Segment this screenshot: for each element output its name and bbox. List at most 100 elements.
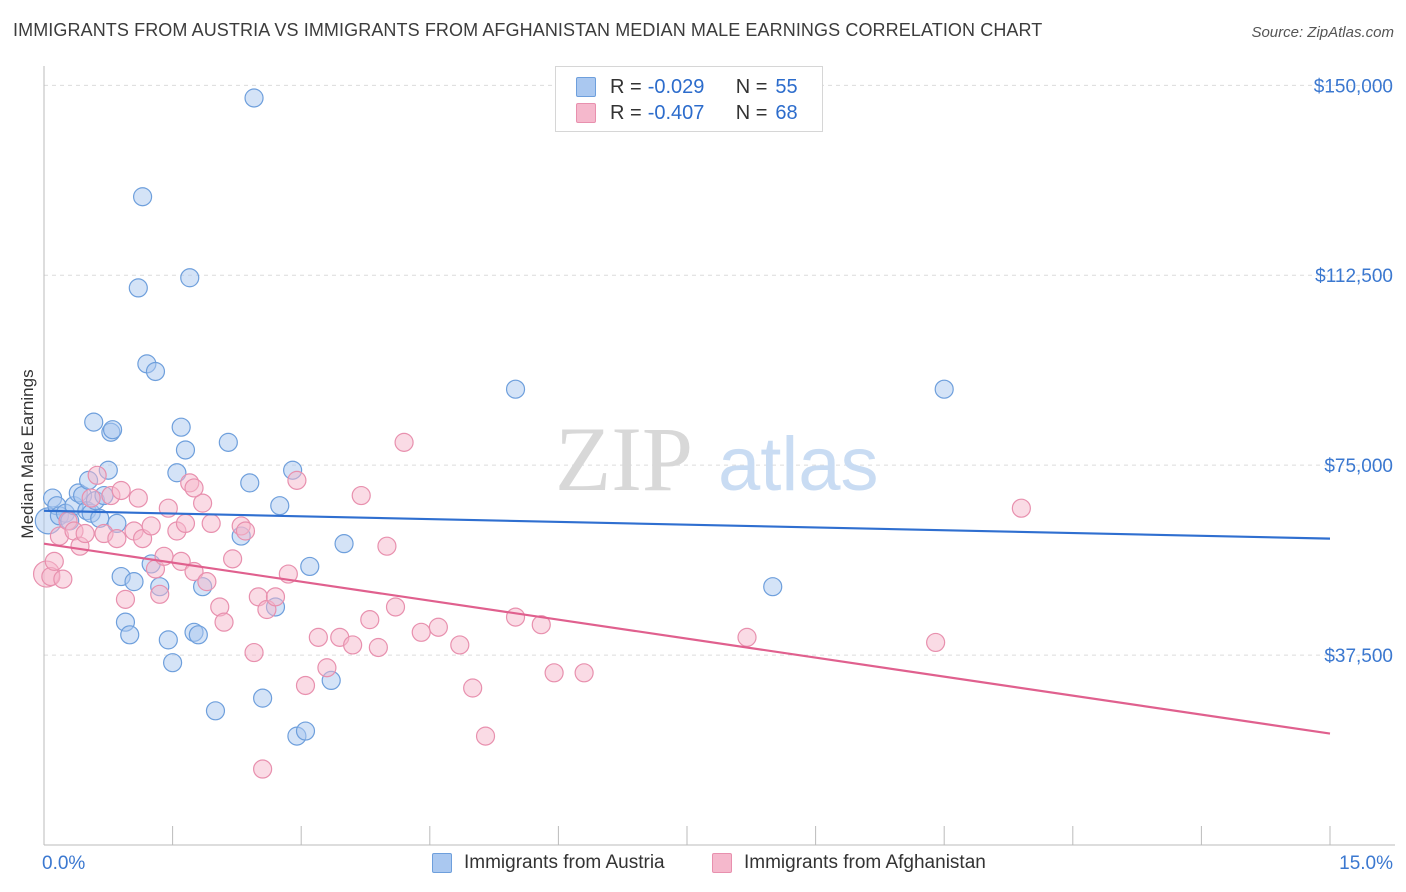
point-afghanistan	[308, 627, 328, 647]
point-austria	[244, 88, 264, 108]
x-axis-tick-labels: 0.0% 15.0%	[42, 853, 1393, 874]
trend-lines	[43, 509, 1331, 735]
point-afghanistan	[75, 523, 95, 544]
axes	[43, 66, 1395, 846]
watermark-zip: ZIP	[555, 408, 693, 510]
y-axis-label: Median Male Earnings	[18, 369, 37, 538]
bottom-legend-swatch-austria	[432, 853, 452, 873]
point-afghanistan	[53, 569, 73, 589]
legend-r-label: R =	[610, 75, 642, 98]
legend-row-austria: R = -0.029 N = 55	[576, 75, 798, 99]
y-tick-label: $75,000	[1324, 456, 1393, 477]
trend-line-afghanistan	[43, 542, 1331, 735]
point-afghanistan	[223, 549, 243, 569]
point-afghanistan	[44, 551, 64, 571]
point-afghanistan	[235, 521, 256, 541]
point-afghanistan	[193, 493, 213, 513]
legend-r-label: R =	[610, 101, 642, 124]
point-austria	[180, 268, 200, 288]
y-tick-label: $112,500	[1315, 266, 1393, 287]
y-tick-label: $37,500	[1324, 646, 1393, 667]
point-afghanistan	[201, 513, 221, 534]
y-axis-tick-labels: $37,500 $75,000 $112,500 $150,000	[1314, 76, 1393, 667]
legend-swatch-afghanistan	[576, 103, 596, 123]
point-austria	[163, 653, 183, 673]
source-label: Source: ZipAtlas.com	[1251, 24, 1394, 41]
point-afghanistan	[428, 617, 448, 637]
point-afghanistan	[115, 589, 136, 609]
point-afghanistan	[351, 485, 371, 506]
point-afghanistan	[150, 584, 170, 604]
point-austria	[300, 556, 320, 577]
legend-n-label: N =	[735, 75, 768, 98]
point-austria	[84, 412, 104, 432]
point-austria	[124, 572, 144, 592]
legend-n-label: N =	[735, 101, 768, 124]
point-afghanistan	[544, 663, 564, 683]
legend-swatch-austria	[576, 77, 596, 97]
trend-line-austria	[43, 509, 1331, 540]
bottom-legend-label-austria: Immigrants from Austria	[464, 852, 665, 873]
point-austria	[934, 379, 954, 399]
point-afghanistan	[926, 632, 946, 653]
point-afghanistan	[197, 572, 217, 592]
point-afghanistan	[385, 597, 406, 617]
point-afghanistan	[128, 488, 148, 508]
point-afghanistan	[244, 642, 264, 663]
point-afghanistan	[475, 726, 496, 746]
point-afghanistan	[1011, 498, 1031, 518]
point-afghanistan	[463, 678, 483, 698]
point-afghanistan	[368, 637, 388, 658]
bottom-legend-swatch-afghanistan	[712, 853, 732, 873]
point-austria	[763, 577, 783, 597]
point-austria	[218, 432, 238, 452]
point-austria	[188, 625, 208, 645]
point-austria	[145, 361, 166, 382]
point-afghanistan	[317, 658, 337, 678]
point-austria	[240, 473, 260, 493]
point-afghanistan	[265, 587, 286, 607]
point-austria	[505, 379, 526, 399]
point-austria	[120, 625, 140, 645]
point-afghanistan	[141, 516, 161, 536]
legend-r-value: -0.029	[647, 75, 705, 98]
point-austria	[102, 420, 123, 440]
bottom-legend-label-afghanistan: Immigrants from Afghanistan	[744, 852, 986, 873]
point-afghanistan	[531, 615, 551, 635]
legend-n-value: 55	[775, 75, 798, 98]
point-austria	[334, 534, 354, 554]
point-afghanistan	[81, 488, 101, 508]
point-austria	[167, 463, 187, 483]
legend-row-afghanistan: R = -0.407 N = 68	[576, 101, 798, 125]
point-afghanistan	[450, 635, 470, 655]
point-afghanistan	[360, 610, 380, 630]
afghanistan-points	[32, 432, 1031, 779]
chart-title: IMMIGRANTS FROM AUSTRIA VS IMMIGRANTS FR…	[13, 20, 1043, 40]
austria-points	[34, 88, 954, 746]
point-afghanistan	[295, 675, 316, 696]
legend-r-value: -0.407	[647, 101, 705, 124]
point-austria	[270, 496, 290, 516]
bottom-legend-austria: Immigrants from Austria	[432, 852, 665, 874]
bottom-legend-afghanistan: Immigrants from Afghanistan	[712, 852, 986, 874]
point-austria	[171, 417, 191, 437]
y-tick-label: $150,000	[1314, 76, 1393, 97]
point-afghanistan	[107, 528, 127, 549]
point-afghanistan	[214, 612, 234, 632]
point-afghanistan	[111, 480, 131, 501]
stats-legend: R = -0.029 N = 55 R = -0.407 N = 68	[555, 66, 823, 132]
point-afghanistan	[737, 627, 757, 647]
point-afghanistan	[253, 759, 273, 779]
legend-n-value: 68	[775, 101, 798, 124]
point-afghanistan	[343, 635, 363, 655]
x-tick-label: 15.0%	[1339, 853, 1393, 874]
point-austria	[295, 721, 316, 741]
point-afghanistan	[87, 465, 107, 485]
watermark-atlas: atlas	[718, 422, 879, 507]
point-austria	[132, 187, 153, 207]
gridlines	[44, 84, 1395, 656]
point-afghanistan	[175, 513, 196, 534]
point-afghanistan	[394, 432, 414, 452]
point-afghanistan	[377, 536, 397, 556]
